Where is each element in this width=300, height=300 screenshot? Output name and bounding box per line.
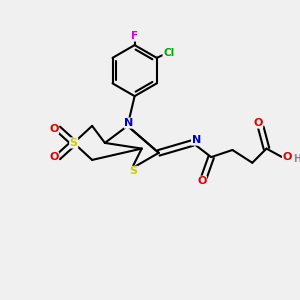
Text: S: S	[129, 166, 137, 176]
Text: O: O	[197, 176, 206, 186]
Text: N: N	[124, 118, 134, 128]
Text: N: N	[191, 135, 201, 145]
Text: O: O	[49, 124, 58, 134]
Text: S: S	[70, 138, 78, 148]
Text: O: O	[283, 152, 292, 162]
Text: O: O	[253, 118, 263, 128]
Text: F: F	[131, 31, 138, 41]
Text: H: H	[294, 154, 300, 164]
Text: O: O	[49, 152, 58, 162]
Text: Cl: Cl	[163, 48, 174, 58]
